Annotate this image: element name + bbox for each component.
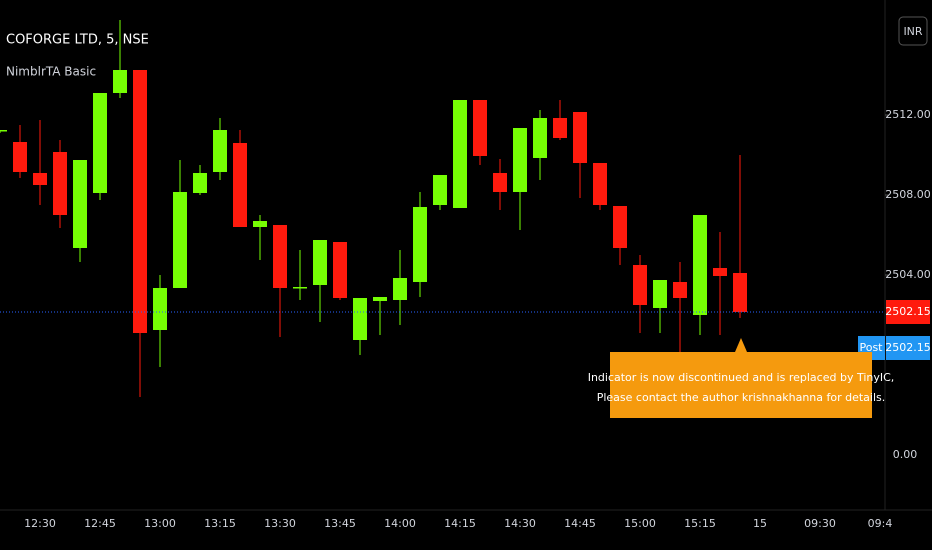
candle-body [673, 282, 687, 298]
candle-body [513, 128, 527, 192]
candle-body [433, 175, 447, 205]
candle-body [373, 297, 387, 301]
post-label: Post [859, 341, 883, 354]
x-tick-label: 13:15 [204, 517, 236, 530]
candle-body [13, 142, 27, 172]
candle-body [313, 240, 327, 285]
candle-body [713, 268, 727, 276]
last-price-box [886, 300, 930, 324]
secondary-scale-label: 0.00 [893, 448, 918, 461]
post-price-box [886, 336, 930, 360]
x-tick-label: 13:30 [264, 517, 296, 530]
candle-body [593, 163, 607, 205]
candle-body [533, 118, 547, 158]
candle-body [613, 206, 627, 248]
x-tick-label: 14:45 [564, 517, 596, 530]
candle-body [173, 192, 187, 288]
candle-body [733, 273, 747, 312]
indicator-name: NimblrTA Basic [6, 65, 96, 79]
x-tick-label: 14:00 [384, 517, 416, 530]
candle-body [213, 130, 227, 172]
candle-body [113, 70, 127, 93]
candle-body [473, 100, 487, 156]
candle-body [393, 278, 407, 300]
y-tick-label: 2512.00 [885, 108, 931, 121]
x-tick-label: 13:00 [144, 517, 176, 530]
chart-title: COFORGE LTD, 5, NSE [6, 33, 149, 48]
candle-body [53, 152, 67, 215]
x-tick-label: 15:15 [684, 517, 716, 530]
x-tick-label: 14:30 [504, 517, 536, 530]
candle-body [0, 130, 7, 132]
x-tick-label: 14:15 [444, 517, 476, 530]
candle-body [33, 173, 47, 185]
candle-body [633, 265, 647, 305]
post-price-label: 2502.15 [885, 341, 931, 354]
candle-body [573, 112, 587, 163]
candle-body [253, 221, 267, 227]
annotation: Indicator is now discontinued and is rep… [588, 338, 895, 418]
x-tick-label: 09:4 [868, 517, 893, 530]
candle-body [93, 93, 107, 193]
candle-body [233, 143, 247, 227]
candle-body [553, 118, 567, 138]
y-tick-label: 2504.00 [885, 268, 931, 281]
x-tick-label: 13:45 [324, 517, 356, 530]
candle-body [353, 298, 367, 340]
candle-body [413, 207, 427, 282]
x-tick-label: 12:45 [84, 517, 116, 530]
x-tick-label: 12:30 [24, 517, 56, 530]
annotation-pointer [735, 338, 747, 352]
candle-body [133, 70, 147, 333]
candle-body [73, 160, 87, 248]
candle-body [293, 287, 307, 289]
x-tick-label: 15:00 [624, 517, 656, 530]
last-price-label: 2502.15 [885, 305, 931, 318]
candle-body [333, 242, 347, 298]
candle-body [653, 280, 667, 308]
candle-body [453, 100, 467, 208]
currency-label[interactable]: INR [903, 25, 922, 38]
candle-body [153, 288, 167, 330]
currency-button[interactable] [898, 16, 928, 46]
y-tick-label: 2508.00 [885, 188, 931, 201]
candle-body [693, 215, 707, 315]
annotation-line: Please contact the author krishnakhanna … [597, 391, 886, 404]
x-tick-label: 09:30 [804, 517, 836, 530]
annotation-line: Indicator is now discontinued and is rep… [588, 371, 895, 384]
annotation-box [610, 352, 872, 418]
x-tick-label: 15 [753, 517, 767, 530]
candle-body [493, 173, 507, 192]
candle-body [193, 173, 207, 193]
candle-body [273, 225, 287, 288]
